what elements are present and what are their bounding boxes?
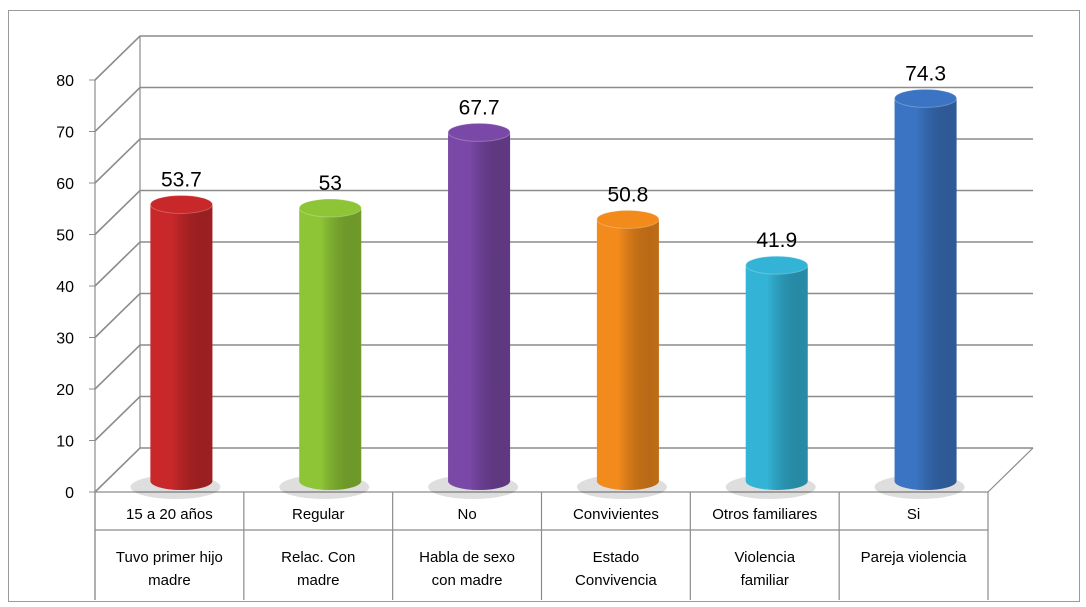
gridline <box>94 138 1033 184</box>
category-label-row1: Otros familiares <box>712 506 817 523</box>
y-tick-label: 70 <box>56 125 74 142</box>
data-label: 67.7 <box>459 96 500 119</box>
y-tick-label: 80 <box>56 73 74 90</box>
gridline <box>94 344 1033 390</box>
bar-shading <box>150 204 213 491</box>
bar-shading <box>745 265 808 490</box>
gridline <box>94 86 1033 133</box>
category-label-row2: Tuvo primer hijo <box>116 549 223 566</box>
data-label: 53 <box>319 172 342 195</box>
category-label-row2: Estado <box>593 549 640 566</box>
category-label-row3: con madre <box>432 572 503 589</box>
bar-top <box>298 198 362 218</box>
bars-layer <box>130 88 965 499</box>
data-label: 41.9 <box>756 229 797 252</box>
category-label-row1: Si <box>907 506 920 523</box>
grid-layer <box>94 35 1033 493</box>
data-label: 53.7 <box>161 168 202 191</box>
gridline <box>94 395 1033 442</box>
category-label-row3: Convivencia <box>575 572 657 589</box>
y-tick-label: 0 <box>65 485 74 502</box>
category-label-row1: 15 a 20 años <box>126 506 213 523</box>
category-label-row3: madre <box>297 572 340 589</box>
category-label-row1: Convivientes <box>573 506 659 523</box>
floor-right-edge <box>987 447 1034 493</box>
y-tick-label: 60 <box>56 176 74 193</box>
y-tick-label: 50 <box>56 228 74 245</box>
gridline <box>94 241 1033 287</box>
bar-top <box>447 122 511 142</box>
bar-top <box>149 194 213 214</box>
bar-shading <box>299 208 362 491</box>
y-tick-label: 30 <box>56 331 74 348</box>
y-tick-label: 20 <box>56 382 74 399</box>
gridline <box>94 292 1033 339</box>
y-tick-label: 10 <box>56 434 74 451</box>
category-label-row1: No <box>457 506 476 523</box>
category-label-row2: Habla de sexo <box>419 549 515 566</box>
data-label: 74.3 <box>905 62 946 85</box>
y-tick-label: 40 <box>56 279 74 296</box>
bar-top <box>745 255 809 275</box>
bar-top <box>596 209 660 229</box>
bar-shading <box>894 98 957 491</box>
category-label-row2: Pareja violencia <box>861 549 968 566</box>
category-label-row3: madre <box>148 572 191 589</box>
data-label: 50.8 <box>607 183 648 206</box>
gridline <box>94 35 1033 81</box>
category-label-row3: familiar <box>741 572 789 589</box>
data-labels-layer: 53.7 53 67.7 50.8 41.9 74.3 <box>161 62 946 252</box>
bar-top <box>894 88 958 108</box>
bar-shading <box>448 132 511 491</box>
category-table: 15 a 20 años Tuvo primer hijo madre Regular… <box>94 492 989 600</box>
category-label-row2: Relac. Con <box>281 549 355 566</box>
category-label-row1: Regular <box>292 506 345 523</box>
gridline <box>94 189 1033 236</box>
category-label-row2: Violencia <box>734 549 795 566</box>
bar-shading <box>596 219 659 491</box>
